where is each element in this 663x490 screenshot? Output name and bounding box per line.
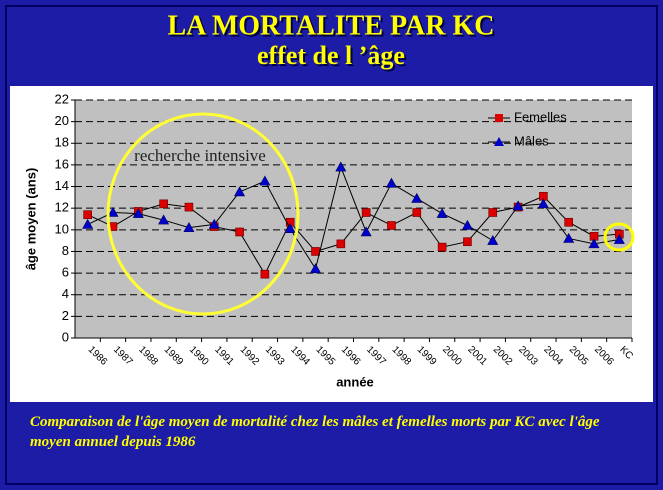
marker: [613, 233, 625, 244]
marker: [260, 269, 270, 279]
marker: [463, 237, 472, 247]
legend-marker: [494, 137, 504, 146]
x-axis-label: année: [336, 374, 374, 389]
marker: [159, 199, 168, 209]
marker: [310, 263, 322, 274]
y-tick-label: 6: [62, 265, 69, 280]
marker: [588, 238, 600, 249]
marker: [235, 227, 244, 237]
marker: [82, 218, 94, 229]
chart-title: LA MORTALITE PAR KC: [167, 10, 494, 41]
y-tick-label: 20: [55, 113, 69, 128]
marks: [82, 161, 625, 279]
marker: [487, 235, 499, 245]
series-line: [87, 195, 620, 276]
y-axis-label: âge moyen (ans): [23, 168, 38, 271]
legend-marker: [495, 114, 503, 122]
y-tick-label: 14: [55, 178, 69, 193]
marker: [208, 218, 220, 229]
series-line: [87, 165, 620, 271]
grid: [75, 99, 632, 317]
legend-label: Mâles: [514, 133, 549, 148]
chart-subtitle: effet de l ’âge: [257, 41, 405, 70]
marker: [284, 223, 296, 234]
y-tick-label: 22: [55, 91, 69, 106]
marker: [234, 186, 246, 197]
marker: [335, 161, 347, 172]
marker: [564, 217, 574, 227]
y-tick-label: 8: [62, 243, 69, 258]
marker: [411, 192, 423, 203]
marker: [336, 239, 346, 249]
marker: [537, 198, 549, 209]
marker: [387, 221, 396, 230]
marker: [461, 219, 473, 230]
marker: [132, 207, 144, 218]
marker: [107, 206, 119, 217]
legend-label: Femelles: [514, 109, 567, 124]
y-tick-label: 4: [62, 286, 69, 301]
y-tick-label: 12: [55, 200, 69, 215]
marker: [385, 177, 397, 188]
marker: [488, 208, 498, 217]
marker: [512, 200, 524, 211]
marker: [158, 214, 170, 225]
marker: [184, 202, 194, 212]
marker: [437, 242, 447, 252]
marker: [311, 247, 320, 256]
marker: [412, 208, 422, 217]
marker: [360, 226, 372, 237]
caption-box: Comparaison de l'âge moyen de mortalité …: [30, 414, 600, 450]
y-tick-label: 16: [55, 156, 69, 171]
marker: [259, 175, 271, 186]
marker: [436, 207, 448, 218]
plot-area: [75, 100, 632, 338]
highlight-circle: [603, 222, 635, 252]
annotation: recherche intensive: [134, 146, 266, 165]
y-tick-label: 10: [55, 221, 69, 236]
caption: Comparaison de l'âge moyen de mortalité …: [30, 414, 600, 450]
slide-frame: [5, 5, 658, 485]
marker: [361, 208, 371, 217]
marker: [83, 210, 92, 219]
y-tick-label: 2: [62, 308, 69, 323]
marker: [563, 232, 575, 243]
highlight-circle: [106, 112, 300, 316]
subtitle-shadow: effet de l ’âge: [259, 43, 407, 72]
marker: [183, 222, 195, 232]
y-tick-label: 18: [55, 135, 69, 150]
title-shadow: LA MORTALITE PAR KC: [169, 12, 496, 43]
y-tick-label: 0: [62, 329, 69, 344]
